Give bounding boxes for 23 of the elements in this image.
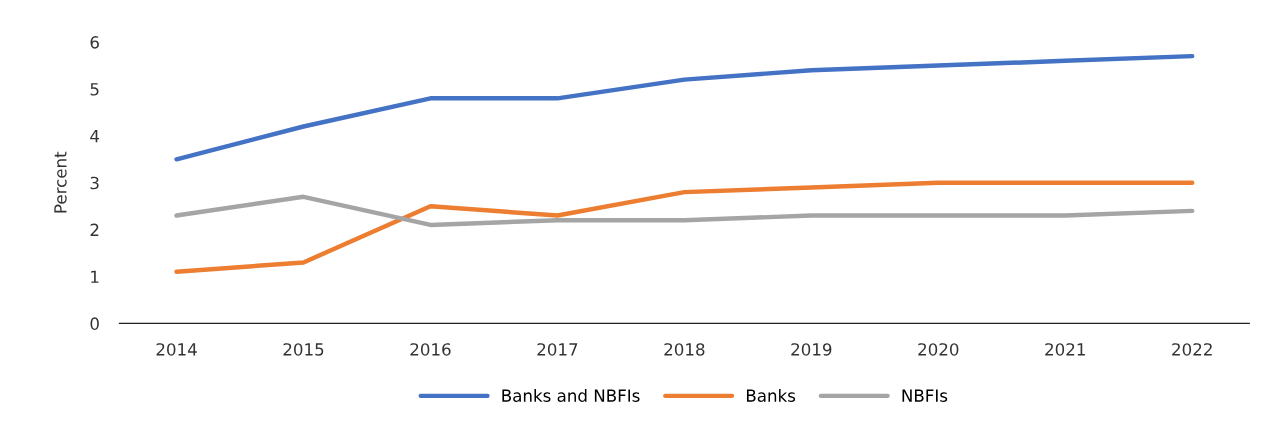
x-tick-label: 2016	[410, 343, 451, 356]
line-series	[174, 53, 1195, 162]
line-series	[174, 180, 1195, 275]
x-tick-label: 2019	[791, 343, 832, 356]
y-axis-title: Percent	[54, 151, 67, 213]
y-tick-label: 6	[90, 36, 99, 49]
x-tick-label: 2017	[537, 343, 578, 356]
legend-label: Banks and NBFIs	[502, 389, 640, 402]
x-tick-label: 2014	[156, 343, 197, 356]
x-tick-label: 2022	[1172, 343, 1212, 356]
legend-label: Banks	[746, 389, 796, 402]
y-tick-label: 1	[91, 270, 99, 283]
y-tick-label: 0	[90, 317, 99, 330]
x-tick-label: 2021	[1045, 343, 1085, 356]
y-tick-label: 3	[90, 176, 99, 190]
line-series	[174, 194, 1195, 228]
y-tick-label: 4	[90, 130, 100, 143]
legend-label: NBFIs	[902, 389, 948, 402]
x-tick-label: 2018	[664, 343, 705, 356]
y-tick-label: 5	[90, 83, 99, 96]
y-tick-label: 2	[90, 223, 99, 236]
x-tick-label: 2015	[283, 343, 324, 356]
x-tick-label: 2020	[918, 343, 959, 356]
